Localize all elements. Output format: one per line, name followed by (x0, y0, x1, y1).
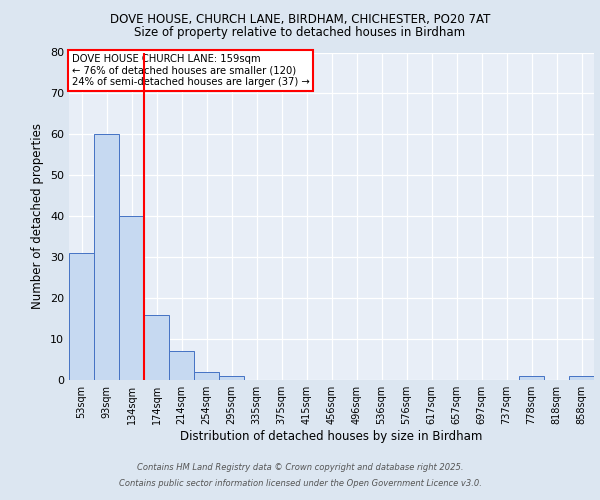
Bar (119, 216, 144, 380)
Bar (219, 376, 244, 380)
Text: Contains public sector information licensed under the Open Government Licence v3: Contains public sector information licen… (119, 478, 481, 488)
Bar (69, 253, 94, 380)
Text: Size of property relative to detached houses in Birdham: Size of property relative to detached ho… (134, 26, 466, 39)
X-axis label: Distribution of detached houses by size in Birdham: Distribution of detached houses by size … (181, 430, 482, 443)
Text: DOVE HOUSE CHURCH LANE: 159sqm
← 76% of detached houses are smaller (120)
24% of: DOVE HOUSE CHURCH LANE: 159sqm ← 76% of … (71, 54, 310, 88)
Text: DOVE HOUSE, CHURCH LANE, BIRDHAM, CHICHESTER, PO20 7AT: DOVE HOUSE, CHURCH LANE, BIRDHAM, CHICHE… (110, 12, 490, 26)
Bar (94, 134, 119, 380)
Y-axis label: Number of detached properties: Number of detached properties (31, 123, 44, 309)
Bar (519, 376, 544, 380)
Bar (194, 372, 219, 380)
Bar (169, 352, 194, 380)
Bar (144, 314, 169, 380)
Bar (569, 376, 594, 380)
Text: Contains HM Land Registry data © Crown copyright and database right 2025.: Contains HM Land Registry data © Crown c… (137, 464, 463, 472)
